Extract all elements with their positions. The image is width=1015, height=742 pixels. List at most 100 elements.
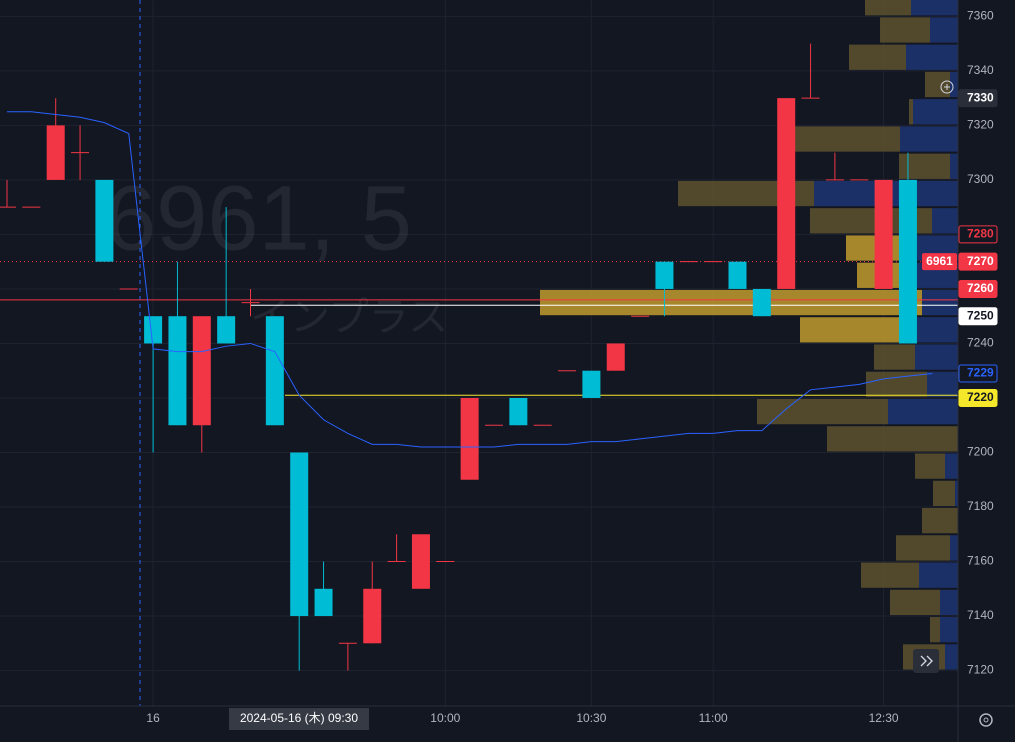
candle-body: [192, 316, 211, 426]
x-tick-label: 10:00: [430, 711, 460, 725]
candle-body: [460, 397, 479, 480]
volume-profile: [540, 0, 958, 670]
y-tick-label: 7140: [967, 608, 994, 622]
profile-buy: [940, 589, 958, 616]
x-tick-label: 11:00: [699, 711, 728, 725]
profile-buy: [910, 317, 958, 343]
candle-body: [314, 588, 333, 617]
price-badge: [958, 89, 998, 108]
x-tick-label: 10:30: [576, 711, 606, 725]
add-button[interactable]: [940, 80, 954, 94]
profile-buy: [900, 126, 958, 152]
candle-body: [363, 588, 382, 644]
candle-body: [777, 98, 796, 289]
x-tick-label: 12:30: [869, 711, 899, 725]
price-badge-label: 7250: [967, 308, 994, 322]
candle-body: [582, 370, 601, 398]
profile-buy: [927, 371, 958, 397]
profile-sell: [874, 344, 915, 370]
price-badge-label: 7330: [967, 90, 994, 104]
add-icon[interactable]: [940, 80, 954, 94]
price-badge-label: 7270: [967, 254, 994, 268]
y-tick-label: 7300: [967, 172, 994, 186]
candle-body: [752, 288, 771, 317]
profile-buy: [915, 344, 958, 370]
candle-body: [898, 179, 917, 344]
axes: 7120 7140 7160 7180 7200 7220 7240 7260 7280 7300…: [146, 9, 998, 725]
y-tick-label: 7240: [967, 336, 994, 350]
profile-sell: [930, 617, 940, 643]
scroll-button[interactable]: [913, 649, 939, 673]
profile-sell: [890, 589, 940, 616]
candle-body: [46, 125, 65, 180]
candle-body: [411, 534, 430, 589]
candle-body: [217, 316, 236, 344]
add-icon[interactable]: [944, 84, 950, 90]
candle-body: [509, 397, 528, 426]
scroll-icon[interactable]: [920, 655, 933, 667]
profile-sell: [880, 17, 930, 43]
profile-buy: [906, 44, 958, 70]
candle-body: [265, 316, 284, 426]
price-badge-label: 7280: [967, 227, 994, 241]
candle-body: [655, 261, 674, 289]
candle-body: [728, 261, 747, 289]
settings-icon[interactable]: [983, 717, 989, 723]
profile-sell: [865, 0, 911, 16]
profile-sell: [757, 398, 888, 425]
price-badge-label: 7220: [967, 390, 994, 404]
price-badge: [958, 388, 998, 407]
y-tick-label: 7340: [967, 63, 994, 77]
candle-body: [290, 452, 309, 617]
price-badge: [958, 225, 998, 244]
price-badge-label: 7260: [967, 281, 994, 295]
x-tick-label: 16: [146, 711, 160, 725]
profile-sell: [849, 44, 906, 70]
profile-buy: [913, 99, 958, 125]
profile-buy: [955, 480, 958, 507]
profile-sell: [866, 371, 927, 397]
profile-sell: [861, 562, 919, 588]
price-badge: [958, 364, 998, 383]
price-badge: [958, 252, 998, 271]
y-tick-label: 7180: [967, 499, 994, 513]
crosshair-label: 2024-05-16 (木) 09:30: [240, 711, 358, 725]
profile-buy: [930, 17, 958, 43]
settings-icon[interactable]: [979, 713, 993, 727]
profile-sell: [786, 126, 900, 152]
profile-sell: [922, 508, 958, 534]
watermark: 6961, 5: [105, 167, 412, 269]
candle-body: [874, 179, 893, 289]
price-badge-label: 7229: [967, 366, 994, 380]
symbol-label: 6961: [926, 254, 953, 268]
y-tick-label: 7360: [967, 9, 994, 23]
time-axis: [0, 706, 958, 742]
profile-buy: [950, 153, 958, 179]
profile-buy: [911, 0, 958, 16]
y-tick-label: 7120: [967, 663, 994, 677]
profile-buy: [940, 617, 958, 643]
profile-buy: [922, 289, 958, 316]
candle-body: [95, 179, 114, 262]
profile-sell: [827, 426, 958, 452]
profile-sell: [909, 99, 913, 125]
plot: [0, 43, 958, 671]
profile-sell: [933, 480, 955, 507]
candle-body: [168, 316, 187, 426]
profile-buy: [888, 398, 958, 425]
y-tick-label: 7200: [967, 445, 994, 459]
profile-buy: [919, 562, 958, 588]
profile-sell: [540, 289, 922, 316]
y-tick-label: 7160: [967, 554, 994, 568]
profile-sell: [899, 153, 950, 179]
profile-sell: [915, 453, 945, 479]
profile-sell: [896, 535, 950, 561]
settings-button[interactable]: [979, 713, 993, 727]
price-badge: [958, 307, 998, 326]
symbol-badge: [922, 253, 957, 271]
profile-buy: [932, 208, 958, 234]
profile-buy: [945, 644, 958, 670]
y-tick-label: 7320: [967, 118, 994, 132]
